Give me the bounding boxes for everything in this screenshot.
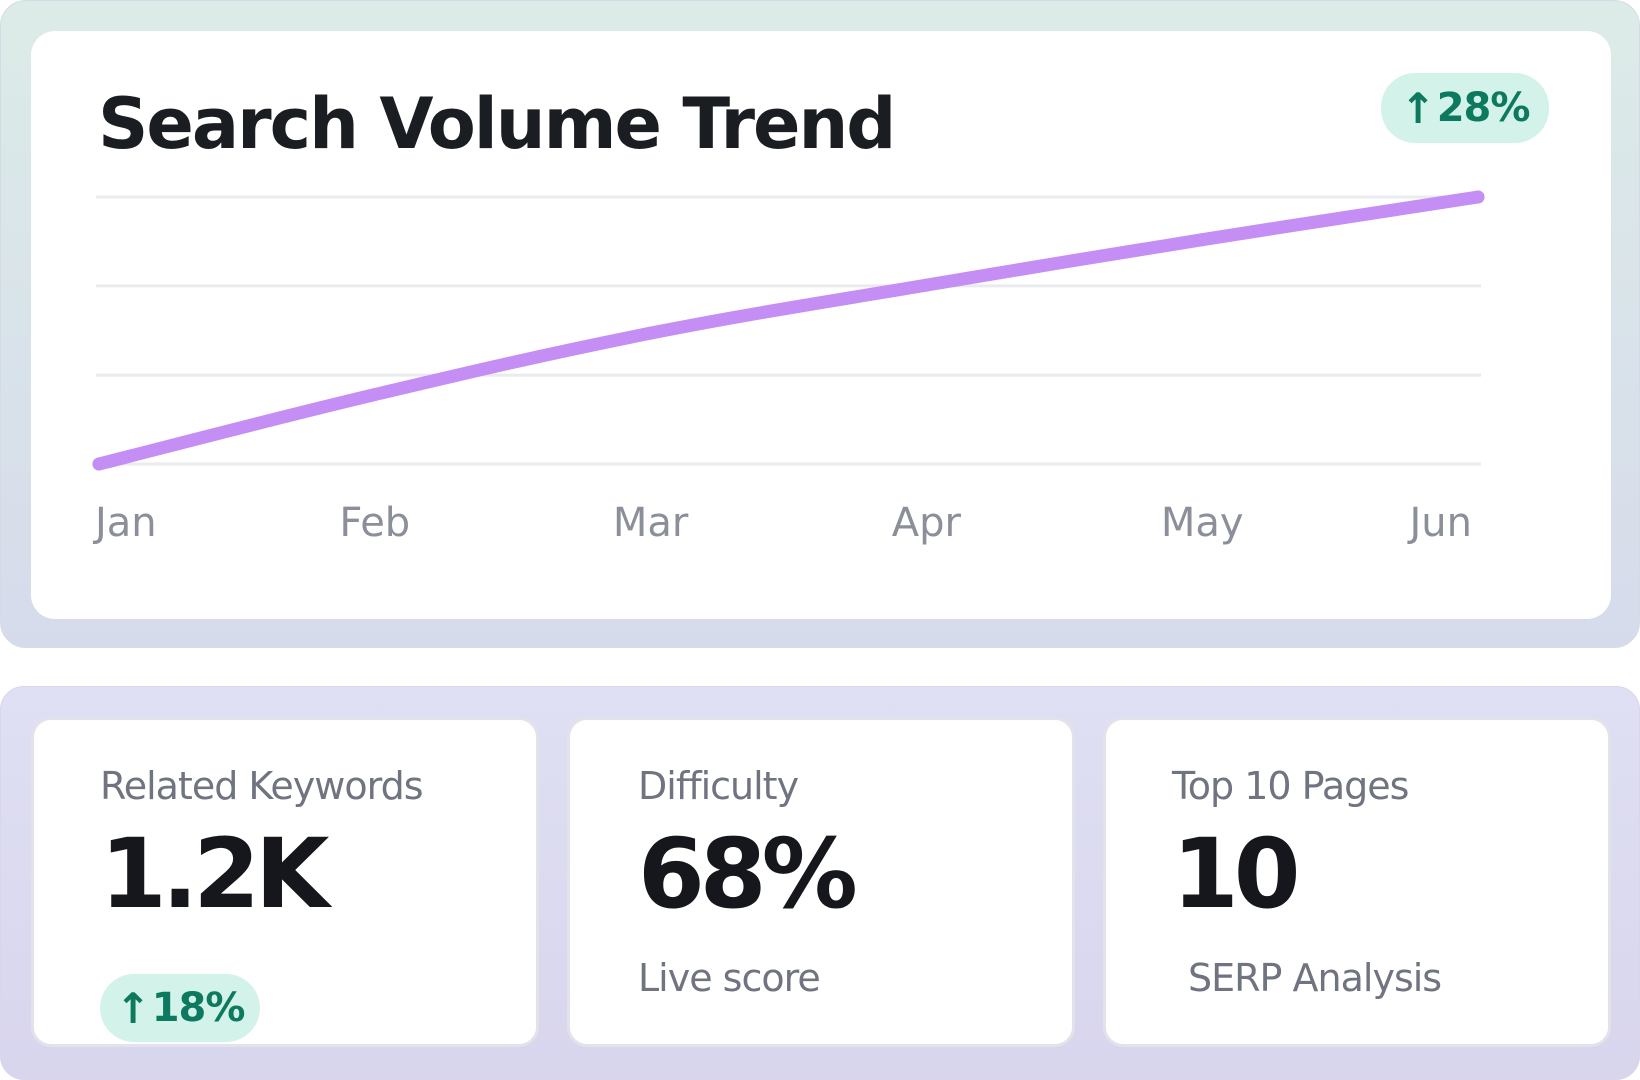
stat-label: Top 10 Pages xyxy=(1172,764,1409,808)
chart-series-layer xyxy=(92,190,1485,471)
chart-point xyxy=(368,388,382,402)
chart-series-line xyxy=(92,190,1485,471)
chart-x-tick-label: Apr xyxy=(892,500,962,546)
chart-x-tick-label: Jan xyxy=(92,500,157,546)
stat-card-top-pages: Top 10 Pages 10 SERP Analysis xyxy=(1103,717,1611,1047)
trend-title: Search Volume Trend xyxy=(98,83,896,165)
arrow-up-icon: ↑ xyxy=(1400,83,1436,133)
chart-point xyxy=(1195,233,1209,247)
trend-change-value: 28% xyxy=(1436,85,1531,131)
trend-change-badge: ↑ 28% xyxy=(1381,73,1549,143)
chart-x-tick-label: Mar xyxy=(613,500,689,546)
stat-value: 68% xyxy=(638,818,858,930)
chart-gridlines xyxy=(96,195,1481,466)
arrow-up-icon: ↑ xyxy=(115,983,151,1033)
trend-panel: Search Volume Trend ↑ 28% Jan Feb Mar Apr Ma… xyxy=(0,0,1640,648)
stat-card-related-keywords: Related Keywords 1.2K ↑ 18% xyxy=(31,717,539,1047)
stat-value: 10 xyxy=(1172,818,1301,930)
stat-change-value: 18% xyxy=(151,985,246,1031)
stat-change-badge: ↑ 18% xyxy=(100,974,260,1042)
stat-label: Related Keywords xyxy=(100,764,423,808)
chart-x-tick-label: Feb xyxy=(339,500,410,546)
chart-point xyxy=(644,326,658,340)
stat-subtext: SERP Analysis xyxy=(1188,956,1442,1000)
stat-card-difficulty: Difficulty 68% Live score xyxy=(567,717,1075,1047)
stat-label: Difficulty xyxy=(638,764,799,808)
chart-x-axis: Jan Feb Mar Apr May Jun xyxy=(92,500,1472,546)
stat-subtext: Live score xyxy=(638,956,821,1000)
chart-point xyxy=(92,457,106,471)
chart-x-tick-label: May xyxy=(1161,500,1244,546)
stat-value: 1.2K xyxy=(100,818,329,930)
trend-card: Search Volume Trend ↑ 28% Jan Feb Mar Apr Ma… xyxy=(31,31,1611,619)
chart-point xyxy=(919,278,933,292)
chart-point xyxy=(1471,190,1485,204)
chart-x-tick-label: Jun xyxy=(1407,500,1473,546)
search-volume-chart: Jan Feb Mar Apr May Jun xyxy=(92,190,1485,546)
stats-panel: Related Keywords 1.2K ↑ 18% Difficulty 6… xyxy=(0,686,1640,1080)
